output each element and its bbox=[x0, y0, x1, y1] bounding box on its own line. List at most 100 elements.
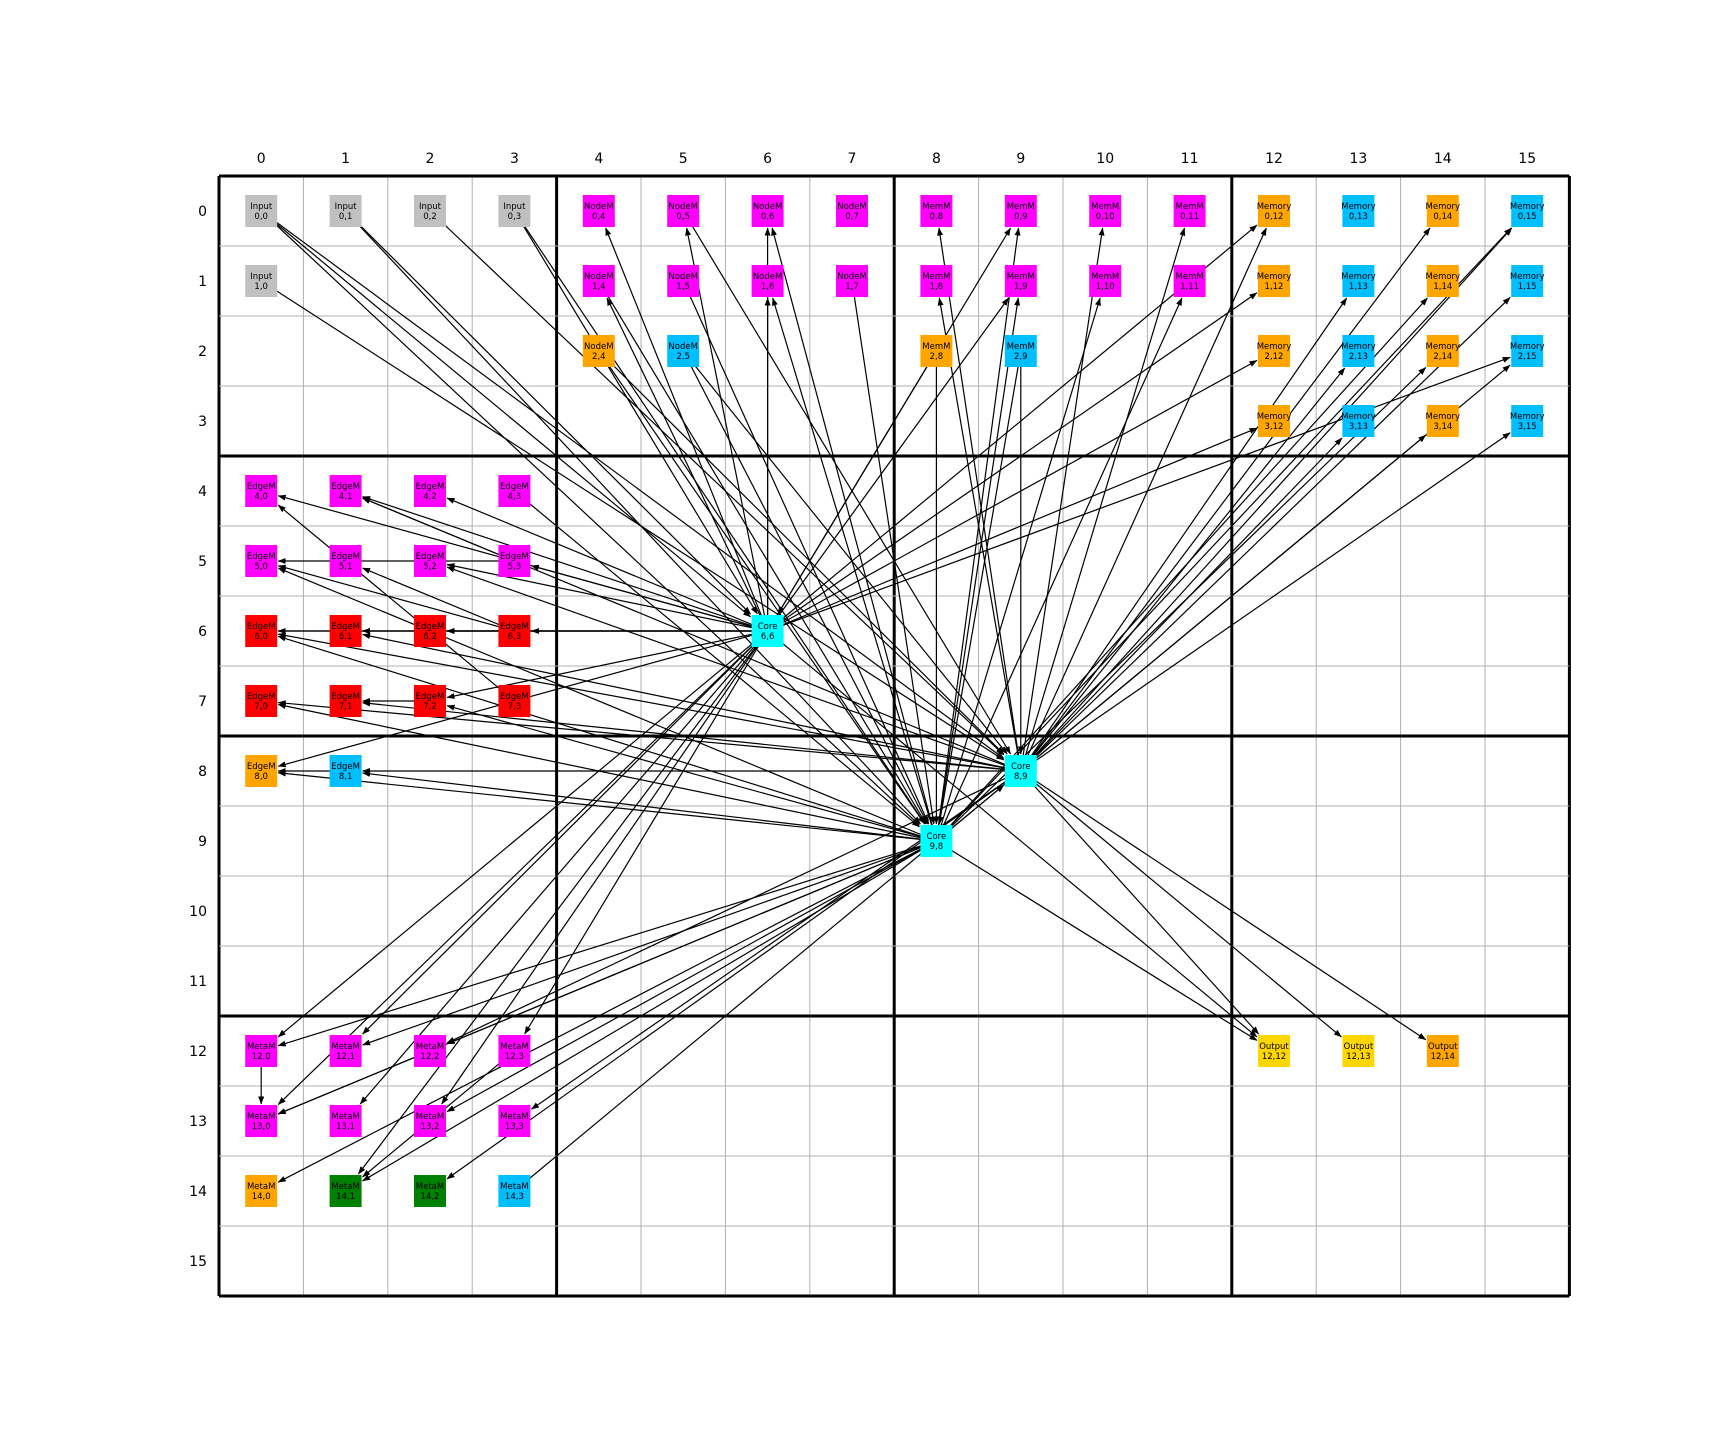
edge-arrow bbox=[260, 210, 920, 826]
edge-arrow bbox=[767, 427, 1258, 632]
y-tick-label: 15 bbox=[189, 1254, 207, 1270]
node-name-label: Input bbox=[250, 202, 273, 212]
node-coord-label: 2,5 bbox=[676, 352, 690, 362]
node-name-label: Memory bbox=[1341, 342, 1376, 352]
node-coord-label: 1,6 bbox=[761, 282, 775, 292]
node-coord-label: 6,1 bbox=[339, 632, 353, 642]
node-box bbox=[245, 265, 278, 297]
node-box bbox=[414, 195, 446, 227]
node-box bbox=[1004, 335, 1037, 367]
node-name-label: Memory bbox=[1257, 272, 1292, 282]
node-coord-label: 12,0 bbox=[252, 1052, 271, 1062]
x-tick-label: 2 bbox=[426, 151, 435, 167]
node-name-label: Memory bbox=[1341, 272, 1376, 282]
node-box bbox=[920, 195, 953, 227]
edge-arrow bbox=[1020, 297, 1348, 772]
node-coord-label: 13,0 bbox=[252, 1122, 271, 1132]
node-box bbox=[1342, 1035, 1375, 1067]
node-name-label: Input bbox=[419, 202, 442, 212]
x-tick-label: 8 bbox=[932, 151, 941, 167]
edge-arrow bbox=[362, 840, 937, 1182]
edge-arrow bbox=[362, 496, 768, 632]
edge-arrow bbox=[767, 630, 1258, 1038]
node-box bbox=[920, 825, 953, 857]
node-coord-label: 0,15 bbox=[1518, 212, 1537, 222]
node-coord-label: 14,0 bbox=[252, 1192, 271, 1202]
node-coord-label: 0,10 bbox=[1096, 212, 1115, 222]
edge-arrow bbox=[446, 704, 937, 842]
node-name-label: MemM bbox=[1007, 272, 1035, 282]
node-box bbox=[920, 265, 953, 297]
node-box bbox=[329, 475, 362, 507]
node-box bbox=[498, 195, 531, 227]
edge-arrow bbox=[260, 210, 751, 618]
y-tick-label: 1 bbox=[198, 274, 207, 290]
edge-arrow bbox=[359, 630, 769, 1105]
node-box bbox=[245, 545, 278, 577]
node-name-label: MemM bbox=[922, 272, 950, 282]
edge-arrow bbox=[429, 210, 1005, 756]
node-coord-label: 14,1 bbox=[336, 1192, 355, 1202]
node-coord-label: 4,3 bbox=[508, 492, 522, 502]
edge-arrow bbox=[777, 350, 937, 615]
node-name-label: Memory bbox=[1426, 202, 1461, 212]
node-coord-label: 0,8 bbox=[930, 212, 944, 222]
node-coord-label: 3,12 bbox=[1265, 422, 1284, 432]
node-box bbox=[245, 475, 278, 507]
node-name-label: MemM bbox=[1007, 342, 1035, 352]
node-box bbox=[1426, 195, 1459, 227]
node-coord-label: 0,1 bbox=[339, 212, 353, 222]
node-box bbox=[498, 545, 531, 577]
node-box bbox=[414, 1035, 446, 1067]
edge-arrow bbox=[935, 297, 1021, 842]
node-name-label: Core bbox=[927, 832, 947, 842]
node-name-label: MetaM bbox=[416, 1182, 444, 1192]
y-tick-label: 7 bbox=[198, 694, 207, 710]
x-tick-label: 15 bbox=[1518, 151, 1536, 167]
y-tick-label: 9 bbox=[198, 834, 207, 850]
edge-arrow bbox=[1020, 770, 1427, 1041]
node-coord-label: 1,12 bbox=[1265, 282, 1284, 292]
edge-arrow bbox=[446, 497, 768, 632]
node-coord-label: 13,2 bbox=[421, 1122, 440, 1132]
node-name-label: EdgeM bbox=[500, 552, 529, 562]
node-name-label: NodeM bbox=[668, 272, 698, 282]
node-name-label: Memory bbox=[1426, 342, 1461, 352]
node-box bbox=[751, 615, 784, 647]
node-coord-label: 7,0 bbox=[254, 702, 268, 712]
edge-arrow bbox=[513, 210, 758, 615]
node-box bbox=[1342, 195, 1375, 227]
edge-arrow bbox=[685, 227, 769, 632]
node-coord-label: 13,3 bbox=[505, 1122, 524, 1132]
node-name-label: EdgeM bbox=[247, 692, 276, 702]
y-tick-label: 11 bbox=[189, 974, 207, 990]
node-name-label: Input bbox=[335, 202, 358, 212]
x-tick-label: 14 bbox=[1434, 151, 1452, 167]
node-name-label: EdgeM bbox=[331, 622, 360, 632]
x-tick-label: 5 bbox=[679, 151, 688, 167]
node-coord-label: 0,3 bbox=[508, 212, 522, 222]
edge-arrow bbox=[935, 227, 1512, 842]
node-box bbox=[414, 545, 446, 577]
node-coord-label: 3,13 bbox=[1349, 422, 1368, 432]
node-name-label: EdgeM bbox=[500, 622, 529, 632]
